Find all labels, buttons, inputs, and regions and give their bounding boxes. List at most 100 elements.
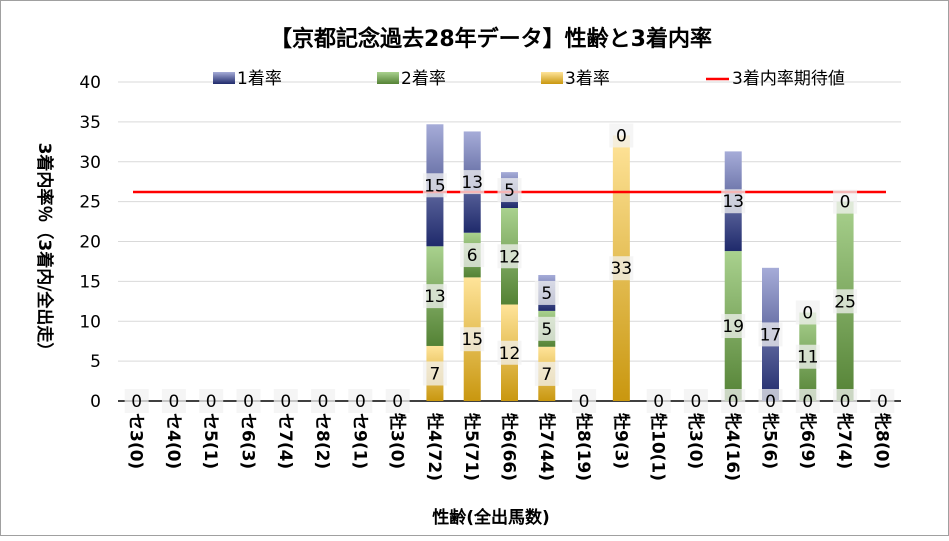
y-tick-label: 0: [90, 392, 101, 412]
x-tick-label: 牝6(9): [797, 413, 818, 469]
x-tick-label: セ7(4): [275, 413, 295, 469]
data-label: 0: [840, 193, 851, 213]
x-tick-label: 牝5(6): [760, 413, 781, 469]
data-label: 19: [722, 317, 744, 337]
data-label-bg: [236, 389, 261, 413]
y-tick-label: 25: [79, 193, 101, 213]
x-tick-label: 牝7(4): [834, 413, 855, 469]
data-label-bg: [609, 123, 634, 148]
data-label: 12: [499, 344, 521, 364]
data-label-bg: [273, 389, 298, 413]
data-label: 0: [131, 392, 142, 412]
data-label: 0: [728, 392, 739, 412]
data-label-bg: [795, 344, 820, 369]
data-label-bg: [311, 389, 336, 413]
data-label: 0: [579, 392, 590, 412]
x-tick-label: セ5(1): [200, 413, 220, 469]
data-label: 0: [653, 392, 664, 412]
legend-label: 2着率: [401, 69, 446, 89]
data-label-bg: [609, 256, 634, 281]
data-label: 0: [765, 392, 776, 412]
data-label-bg: [422, 284, 447, 309]
data-label-bg: [572, 389, 597, 413]
data-label-bg: [199, 389, 224, 413]
data-label: 0: [243, 392, 254, 412]
data-label: 13: [461, 173, 483, 193]
x-tick-label: セ4(0): [163, 413, 183, 469]
data-label: 5: [541, 320, 552, 340]
y-tick-label: 40: [79, 73, 101, 93]
x-tick-label: 牡10(1): [648, 413, 669, 481]
x-tick-label: 牝3(0): [685, 413, 706, 469]
x-tick-label: 牡8(19): [573, 413, 594, 481]
data-label: 17: [760, 325, 782, 345]
y-tick-label: 30: [79, 153, 101, 173]
data-label: 7: [430, 364, 441, 384]
data-label: 0: [169, 392, 180, 412]
data-label: 0: [318, 392, 329, 412]
data-label-bg: [795, 389, 820, 413]
data-label: 33: [611, 259, 633, 279]
data-label-bg: [758, 389, 783, 413]
legend-swatch-3着率: [541, 72, 563, 84]
data-label-bg: [460, 170, 485, 195]
data-label-bg: [534, 316, 559, 341]
data-label-bg: [422, 361, 447, 386]
data-label: 5: [541, 284, 552, 304]
data-label-bg: [124, 389, 149, 413]
data-label: 15: [461, 330, 483, 350]
data-label-bg: [721, 314, 746, 339]
data-label-bg: [497, 244, 522, 269]
data-label: 0: [691, 392, 702, 412]
x-tick-label: 牡7(44): [536, 413, 557, 481]
data-label: 0: [355, 392, 366, 412]
data-label-bg: [348, 389, 373, 413]
data-label-bg: [422, 173, 447, 198]
data-label: 0: [802, 392, 813, 412]
data-label-bg: [795, 300, 820, 325]
data-label-bg: [683, 389, 708, 413]
data-label: 5: [504, 181, 515, 201]
x-tick-label: 牝4(16): [722, 413, 743, 481]
x-tick-label: セ9(1): [349, 413, 369, 469]
data-label: 0: [877, 392, 888, 412]
x-tick-label: セ3(0): [126, 413, 146, 469]
data-label-bg: [534, 361, 559, 386]
data-label: 7: [541, 365, 552, 385]
data-label-bg: [870, 389, 895, 413]
data-label-bg: [161, 389, 186, 413]
data-label: 12: [499, 247, 521, 267]
x-tick-label: セ6(3): [238, 413, 258, 469]
data-label: 0: [840, 392, 851, 412]
legend-swatch-1着率: [213, 72, 235, 84]
data-label-bg: [833, 189, 858, 214]
data-label: 15: [424, 176, 446, 196]
data-label: 11: [797, 348, 819, 368]
chart-title: 【京都記念過去28年データ】性齢と3着内率: [270, 26, 712, 52]
x-tick-label: セ8(2): [312, 413, 332, 469]
data-label: 25: [834, 292, 856, 312]
legend-label: 3着率: [565, 69, 610, 89]
y-tick-label: 5: [90, 352, 101, 372]
data-label: 0: [802, 303, 813, 323]
legend-label: 3着内率期待値: [732, 69, 845, 89]
data-label: 0: [206, 392, 217, 412]
data-label-bg: [497, 178, 522, 203]
data-label: 0: [616, 126, 627, 146]
data-label-bg: [646, 389, 671, 413]
data-label-bg: [460, 243, 485, 268]
data-label-bg: [833, 389, 858, 413]
legend-swatch-2着率: [377, 72, 399, 84]
y-axis-title: 3着内率％（3着内/全出走）: [34, 143, 55, 360]
y-tick-label: 35: [79, 113, 101, 133]
data-label: 0: [392, 392, 403, 412]
x-axis-title: 性齢(全出馬数): [432, 507, 550, 528]
data-label: 6: [467, 246, 478, 266]
data-label: 13: [424, 287, 446, 307]
data-label-bg: [721, 189, 746, 214]
data-label-bg: [385, 389, 410, 413]
y-tick-label: 20: [79, 233, 101, 253]
x-tick-label: 牝8(0): [871, 413, 892, 469]
data-label-bg: [721, 389, 746, 413]
